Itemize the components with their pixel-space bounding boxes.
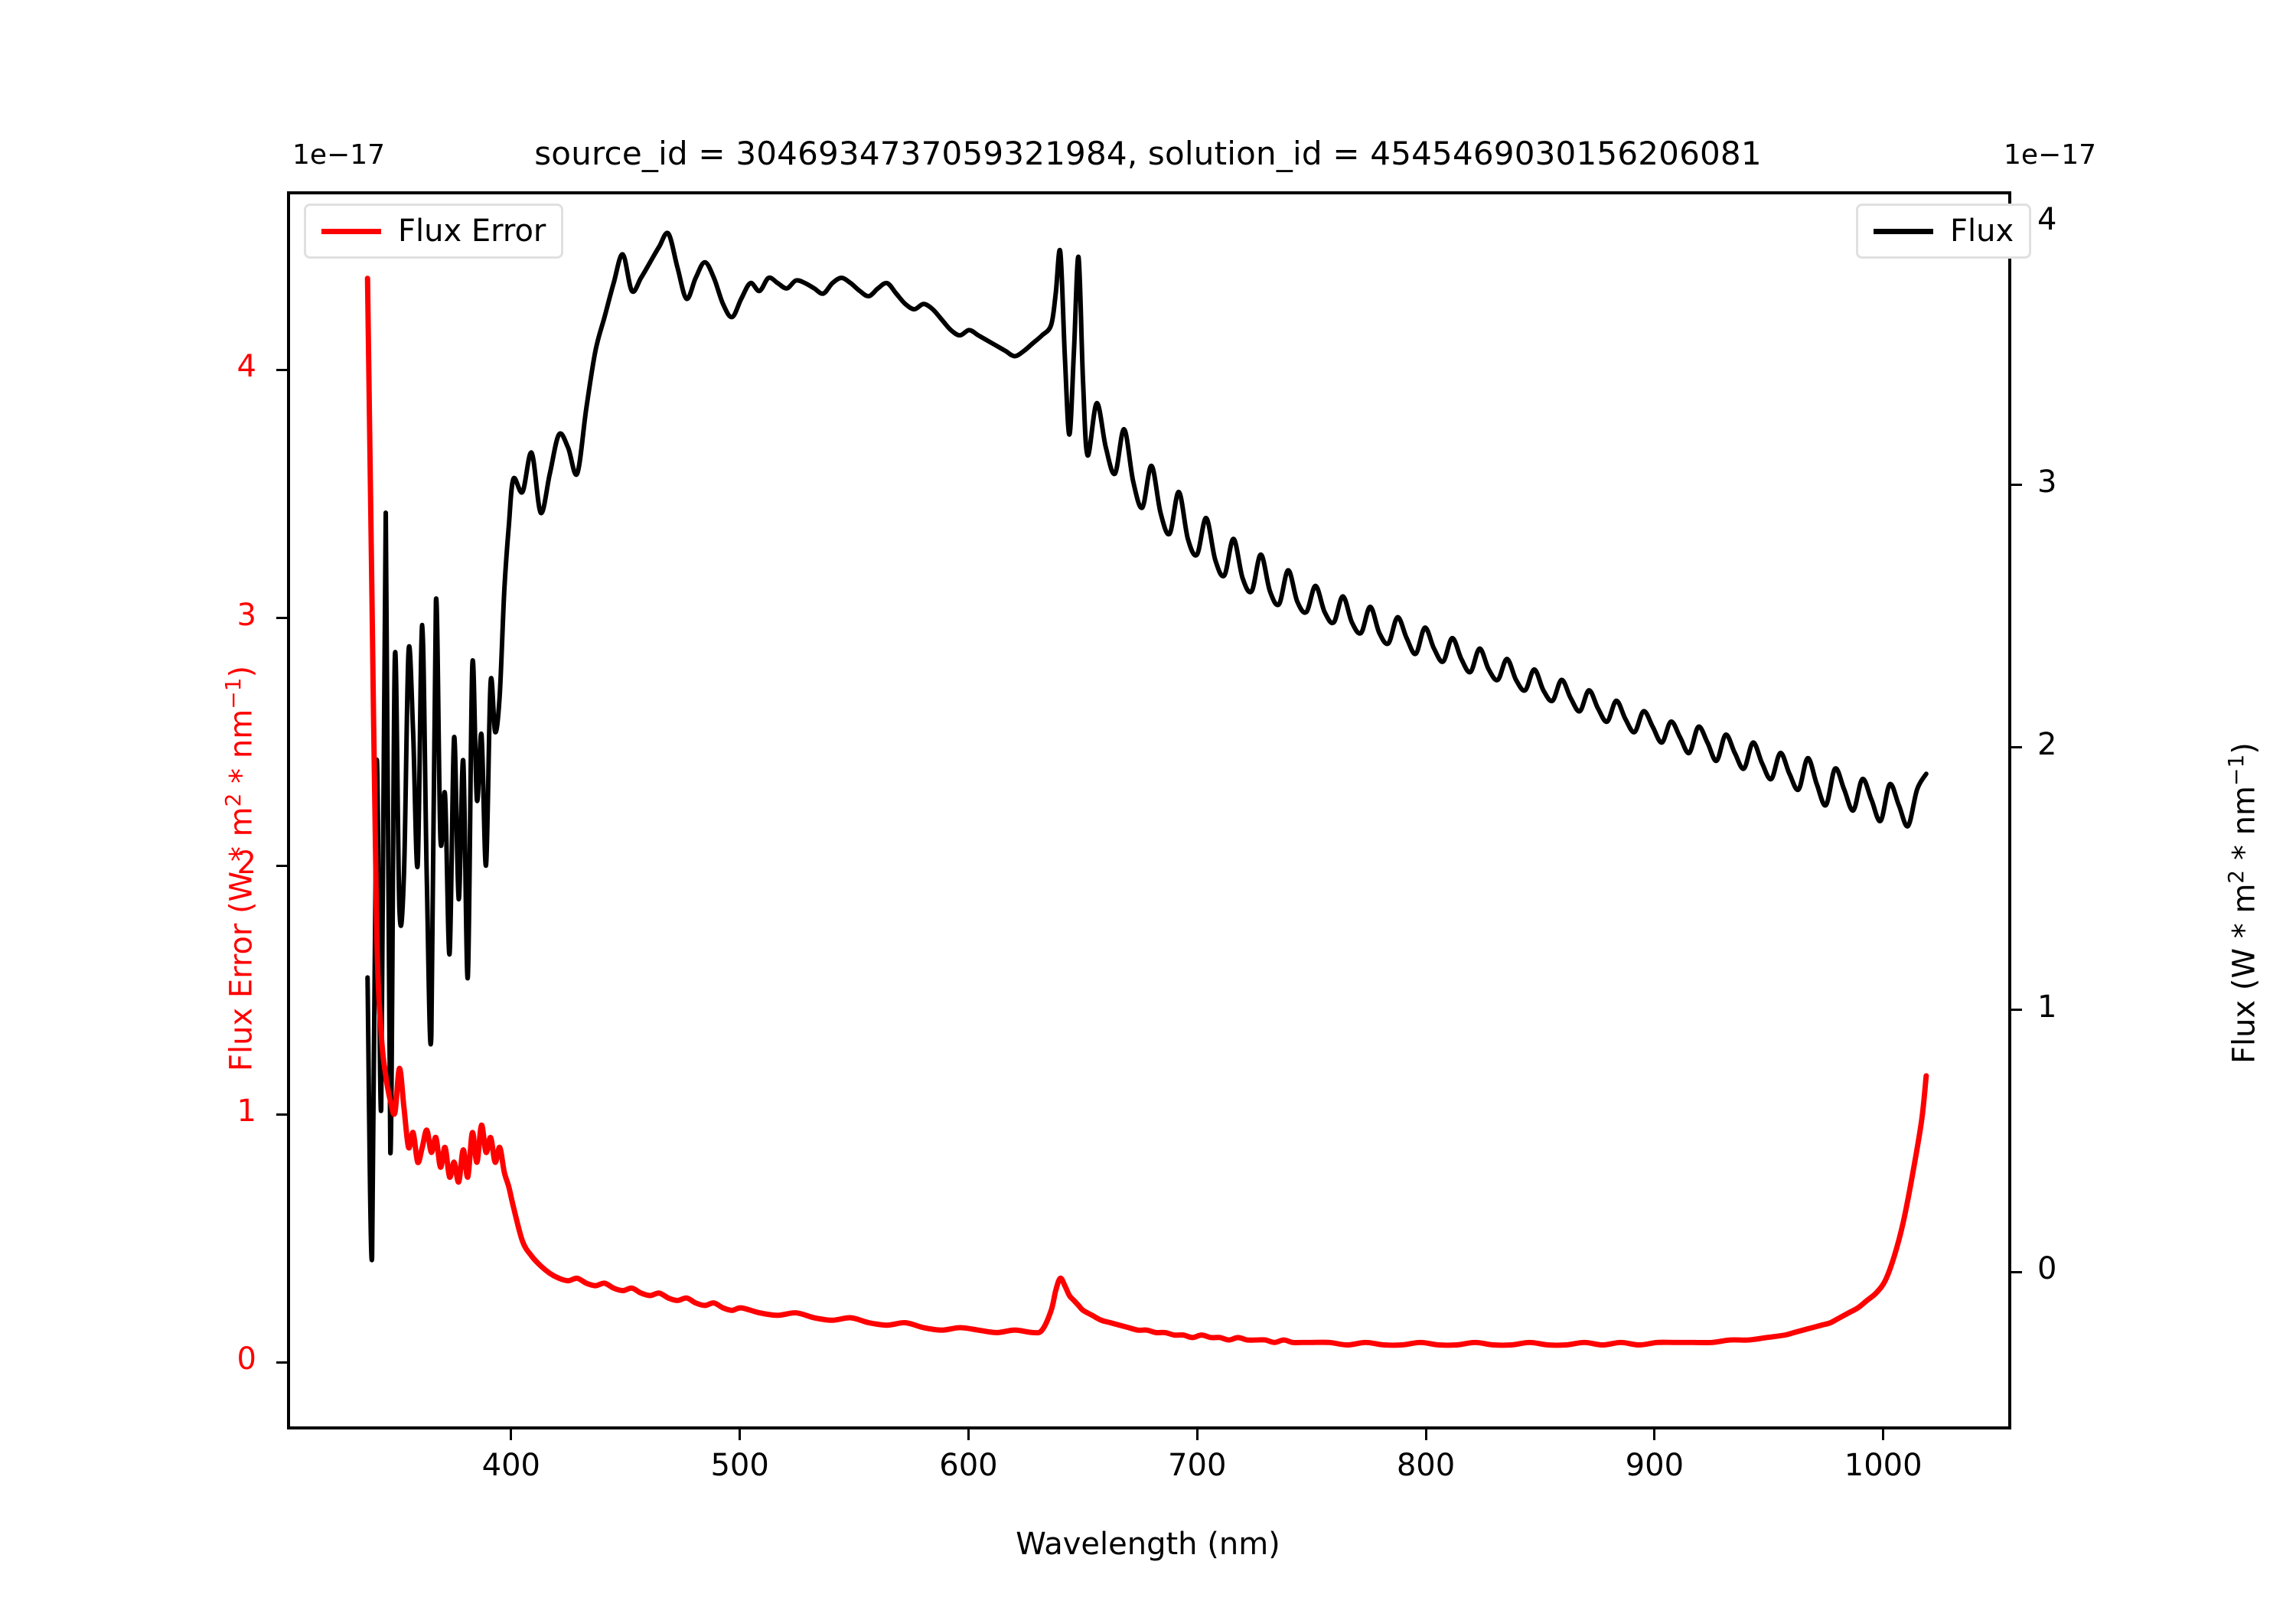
right-y-axis-title-text: Flux (W * m: [2226, 883, 2262, 1064]
right-y-axis-title-exp2: −1: [2223, 754, 2249, 786]
right-y-tick-label: 0: [2037, 1251, 2057, 1287]
left-y-axis-title-suffix: ): [223, 665, 259, 678]
x-tickmark: [1424, 1429, 1427, 1440]
spectrum-curves: [364, 230, 1929, 1348]
x-tick-label: 1000: [1844, 1448, 1923, 1483]
left-y-axis-title-exp1: 2: [220, 793, 246, 807]
left-y-tickmark: [276, 1361, 287, 1364]
left-y-axis-title-exp2: −1: [220, 677, 246, 709]
x-tick-label: 500: [710, 1448, 769, 1483]
x-tick-label: 600: [939, 1448, 998, 1483]
x-tickmark: [967, 1429, 970, 1440]
plot-axes-frame: [287, 191, 2011, 1429]
x-tickmark: [1195, 1429, 1199, 1440]
left-y-tick-label: 1: [236, 1094, 256, 1129]
right-y-tickmark: [2011, 746, 2022, 749]
left-y-tickmark: [276, 1113, 287, 1116]
x-tick-label: 400: [481, 1448, 540, 1483]
x-tickmark: [1653, 1429, 1656, 1440]
left-y-tickmark: [276, 368, 287, 371]
chart-title: source_id = 3046934737059321984, solutio…: [534, 135, 1762, 172]
right-y-axis-title-mid: * nm: [2226, 786, 2262, 870]
flux-error-line: [364, 275, 1929, 1348]
right-y-tick-label: 3: [2037, 464, 2057, 500]
right-y-tick-label: 4: [2037, 202, 2057, 238]
left-y-tickmark: [276, 617, 287, 620]
right-y-tick-label: 2: [2037, 726, 2057, 762]
legend-flux-label: Flux: [1950, 214, 2014, 249]
x-tickmark: [1882, 1429, 1885, 1440]
legend-flux-error[interactable]: Flux Error: [304, 204, 564, 259]
left-y-tick-label: 2: [236, 845, 256, 881]
left-y-axis-title-text: Flux Error (W * m: [223, 807, 259, 1071]
right-y-tickmark: [2011, 1009, 2022, 1012]
flux-line: [365, 230, 1929, 1263]
x-tick-label: 900: [1625, 1448, 1684, 1483]
legend-flux-error-swatch: [321, 228, 381, 234]
left-y-tick-label: 4: [236, 349, 256, 385]
left-y-tickmark: [276, 865, 287, 868]
legend-flux-error-label: Flux Error: [398, 214, 546, 249]
left-y-axis-title: Flux Error (W * m2 * nm−1): [220, 666, 259, 1071]
x-tickmark: [510, 1429, 513, 1440]
x-tick-label: 700: [1168, 1448, 1227, 1483]
x-tickmark: [739, 1429, 742, 1440]
left-axis-offset-text: 1e−17: [292, 139, 386, 171]
right-y-axis-title-suffix: ): [2226, 742, 2262, 755]
x-tick-label: 800: [1396, 1448, 1456, 1483]
right-axis-offset-text: 1e−17: [2004, 139, 2097, 171]
legend-flux-swatch: [1874, 228, 1933, 234]
right-y-axis-title: Flux (W * m2 * nm−1): [2223, 742, 2262, 1064]
x-axis-title: Wavelength (nm): [1016, 1527, 1280, 1562]
right-y-tickmark: [2011, 1270, 2022, 1273]
right-y-tick-label: 1: [2037, 989, 2057, 1025]
left-y-tick-label: 3: [236, 597, 256, 633]
right-y-tickmark: [2011, 484, 2022, 487]
legend-flux[interactable]: Flux: [1856, 204, 2032, 259]
left-y-axis-title-mid: * nm: [223, 709, 259, 794]
right-y-axis-title-exp1: 2: [2223, 869, 2249, 884]
left-y-tick-label: 0: [236, 1341, 256, 1377]
